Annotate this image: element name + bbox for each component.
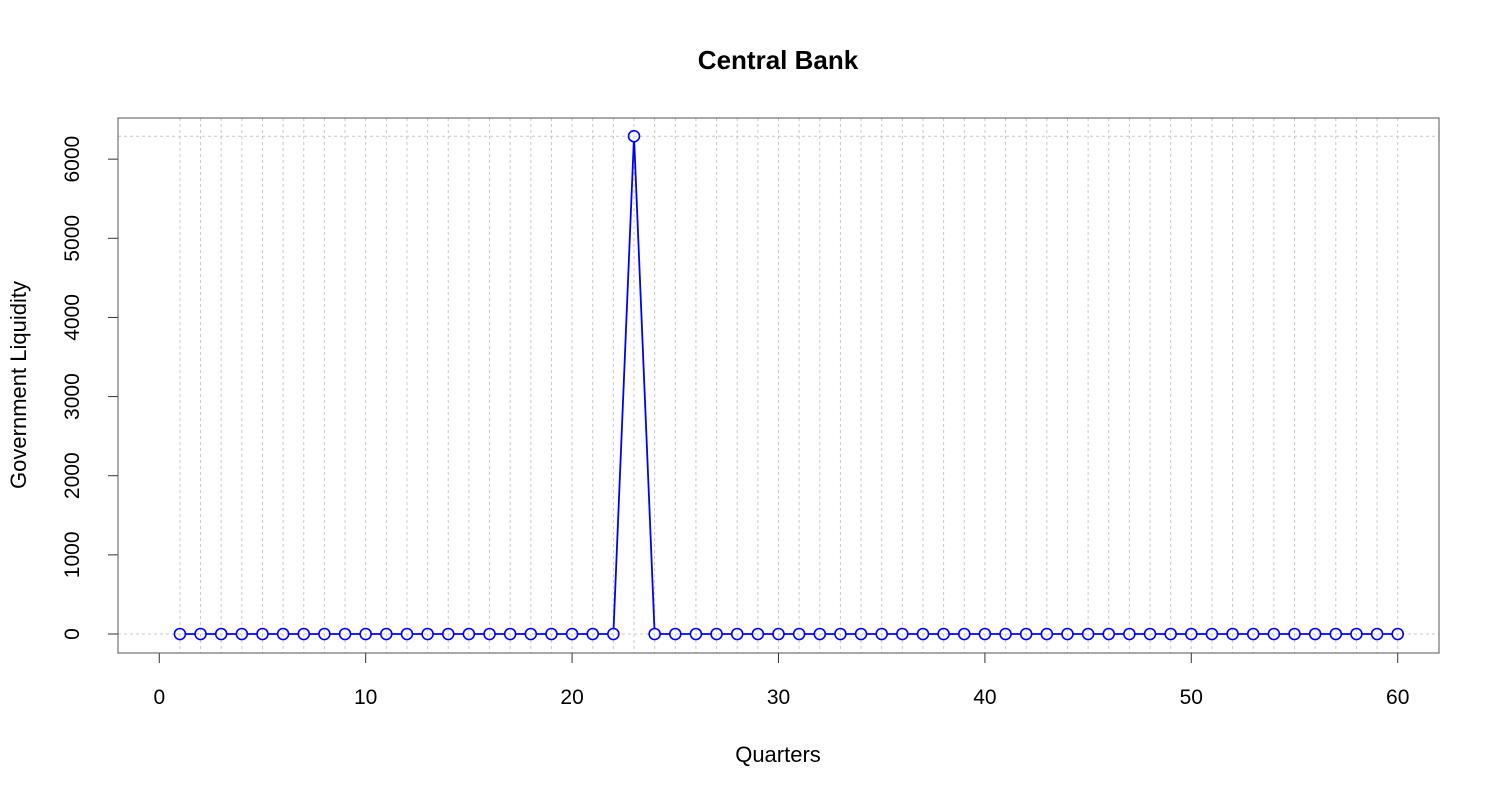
data-point	[1246, 627, 1260, 641]
data-point	[483, 627, 496, 641]
data-point	[297, 627, 311, 641]
data-point	[1019, 627, 1033, 641]
data-point	[441, 627, 455, 641]
data-point	[1391, 627, 1405, 641]
data-point	[545, 627, 558, 641]
data-point	[607, 627, 620, 641]
data-point	[896, 627, 909, 641]
y-tick-label: 6000	[61, 136, 84, 183]
data-point	[834, 627, 847, 641]
y-tick-label: 4000	[61, 294, 84, 341]
series-government-liquidity	[173, 129, 1405, 641]
data-point	[1205, 627, 1219, 641]
data-point	[689, 627, 703, 641]
data-point	[668, 627, 682, 641]
x-tick-label: 20	[560, 686, 583, 709]
data-point	[1288, 627, 1301, 641]
data-point	[1267, 627, 1281, 641]
data-point	[957, 627, 971, 641]
data-point	[999, 627, 1012, 641]
data-point	[400, 627, 414, 641]
data-point	[194, 627, 207, 641]
data-point	[813, 627, 827, 641]
data-point	[1102, 627, 1116, 641]
data-point	[710, 627, 723, 641]
data-point	[359, 627, 372, 641]
x-tick-label: 60	[1386, 686, 1409, 709]
y-tick-label: 3000	[61, 373, 84, 420]
data-point	[1350, 627, 1363, 641]
data-point	[730, 627, 744, 641]
data-point	[338, 627, 352, 641]
data-point	[1185, 627, 1198, 641]
data-point	[875, 627, 889, 641]
data-point	[524, 627, 538, 641]
chart-title: Central Bank	[698, 45, 859, 75]
data-point	[648, 627, 661, 641]
data-point	[792, 627, 806, 641]
data-point	[565, 627, 579, 641]
x-tick-label: 50	[1180, 686, 1203, 709]
data-point	[1226, 627, 1239, 641]
y-tick-label: 5000	[61, 215, 84, 262]
data-point	[1164, 627, 1177, 641]
data-point	[1040, 627, 1054, 641]
data-point	[751, 627, 765, 641]
series-line	[185, 141, 1393, 635]
data-point	[173, 627, 187, 641]
data-point	[380, 627, 393, 641]
plot-frame	[117, 117, 1440, 654]
data-point	[462, 627, 476, 641]
data-point	[1143, 627, 1157, 641]
data-point	[276, 627, 290, 641]
data-point	[916, 627, 930, 641]
data-point	[1329, 627, 1343, 641]
data-point	[1308, 627, 1322, 641]
data-point	[1061, 627, 1074, 641]
y-axis-label: Government Liquidity	[6, 281, 31, 489]
data-point	[1081, 627, 1095, 641]
data-point	[235, 627, 249, 641]
axes: 0 10 20 30 40 50 60 0 1000 2000 3000 4000 5000 6000	[61, 136, 1409, 709]
data-point	[586, 627, 600, 641]
data-point	[503, 627, 517, 641]
y-tick-label: 0	[61, 628, 84, 640]
data-point	[421, 627, 434, 641]
data-point	[318, 627, 331, 641]
data-point	[214, 627, 228, 641]
x-tick-label: 10	[354, 686, 377, 709]
data-point	[937, 627, 950, 641]
grid-lines	[118, 118, 1439, 653]
data-point	[978, 627, 992, 641]
x-tick-label: 40	[973, 686, 996, 709]
x-tick-label: 0	[153, 686, 165, 709]
data-point	[772, 627, 785, 641]
data-point	[256, 627, 269, 641]
data-point	[627, 129, 641, 143]
data-point	[1370, 627, 1384, 641]
x-tick-label: 30	[767, 686, 790, 709]
y-tick-label: 2000	[61, 452, 84, 499]
data-point	[854, 627, 868, 641]
x-axis-label: Quarters	[735, 742, 821, 767]
y-tick-label: 1000	[61, 532, 84, 579]
data-point	[1123, 627, 1136, 641]
